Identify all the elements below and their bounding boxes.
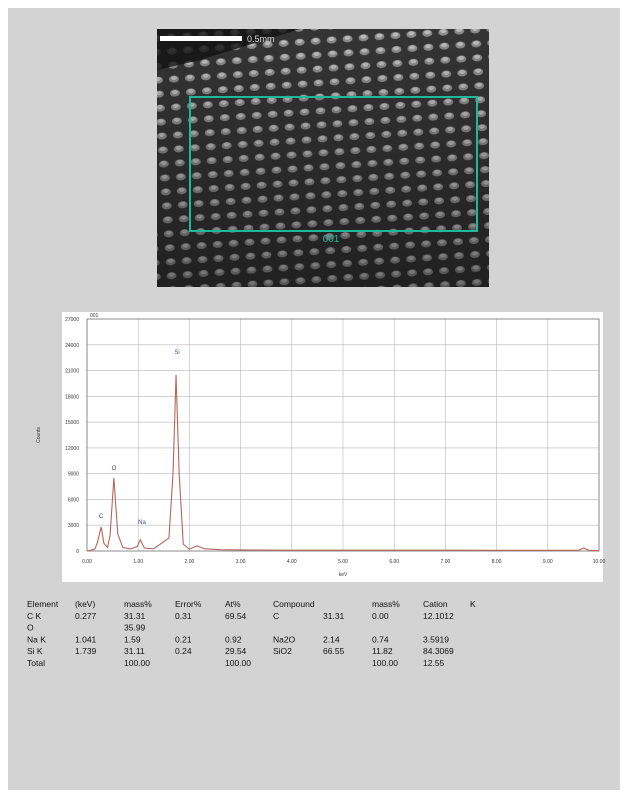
y-tick-label: 0 (76, 549, 79, 555)
table-header: mass% (124, 599, 152, 609)
x-axis-label: keV (339, 572, 348, 578)
table-cell: 0.74 (372, 634, 389, 644)
micrograph-shade (157, 29, 489, 287)
table-cell: 2.14 (323, 634, 340, 644)
spectrum-chart: 001 Counts keV 0 3000 6000 9000 12000 15000 18… (36, 312, 605, 582)
table-cell: O (27, 623, 34, 633)
y-tick-label: 12000 (65, 446, 79, 452)
y-tick-label: 6000 (68, 497, 79, 503)
table-cell: 1.041 (75, 634, 97, 644)
table-cell: 0.21 (175, 634, 192, 644)
table-header: mass% (372, 599, 400, 609)
x-tick-label: 4.00 (287, 559, 297, 565)
y-tick-label: 21000 (65, 369, 79, 375)
table-cell: 0.92 (225, 634, 242, 644)
table-cell: 29.54 (225, 646, 247, 656)
peak-label: Si (174, 350, 179, 356)
table-header: K (470, 599, 476, 609)
y-tick-label: 9000 (68, 472, 79, 478)
table-cell: 31.31 (124, 611, 146, 621)
table-header: At% (225, 599, 241, 609)
table-cell: 11.82 (372, 646, 393, 656)
spectrum-label: 001 (90, 313, 99, 319)
table-cell: 100.00 (372, 658, 398, 668)
sem-image: 0.5mm 001 (157, 29, 489, 287)
y-tick-label: 15000 (65, 420, 79, 426)
table-cell: 1.739 (75, 646, 97, 656)
x-tick-label: 3.00 (236, 559, 246, 565)
table-cell: 0.24 (175, 646, 192, 656)
table-cell: Na2O (273, 634, 296, 644)
peak-label: C (99, 514, 104, 520)
table-cell: 84.3069 (423, 646, 454, 656)
table-cell: 31.31 (323, 611, 345, 621)
region-label: 001 (323, 234, 340, 245)
scale-label: 0.5mm (247, 34, 275, 44)
table-cell: Na K (27, 634, 46, 644)
table-cell: Total (27, 658, 45, 668)
table-cell: 3.5919 (423, 634, 449, 644)
x-tick-label: 7.00 (441, 559, 451, 565)
table-cell: SiO2 (273, 646, 292, 656)
x-tick-label: 8.00 (492, 559, 502, 565)
page: 0.5mm 001 001 Counts keV 0 3000 6000 9000 12… (0, 0, 629, 798)
peak-label: O (112, 466, 117, 472)
table-cell: 69.54 (225, 611, 247, 621)
y-axis-label: Counts (36, 427, 42, 443)
x-tick-label: 10.00 (593, 559, 606, 565)
table-cell: C (273, 611, 279, 621)
table-cell: 100.00 (225, 658, 251, 668)
table-cell: 12.55 (423, 658, 445, 668)
x-tick-label: 0.00 (82, 559, 92, 565)
table-cell: 12.1012 (423, 611, 454, 621)
table-cell: Si K (27, 646, 43, 656)
table-cell: 35.99 (124, 623, 146, 633)
y-tick-label: 3000 (68, 523, 79, 529)
y-tick-label: 18000 (65, 394, 79, 400)
table-cell: 0.31 (175, 611, 192, 621)
table-header: Error% (175, 599, 202, 609)
table-cell: 100.00 (124, 658, 150, 668)
table-header: Compound (273, 599, 315, 609)
y-tick-label: 27000 (65, 317, 79, 323)
x-tick-label: 1.00 (133, 559, 143, 565)
scale-bar (160, 36, 242, 41)
chart-background (62, 312, 603, 582)
table-cell: 0.00 (372, 611, 389, 621)
x-tick-label: 6.00 (389, 559, 399, 565)
table-cell: C K (27, 611, 42, 621)
x-tick-label: 2.00 (185, 559, 195, 565)
table-cell: 0.277 (75, 611, 97, 621)
table-header: (keV) (75, 599, 95, 609)
table-cell: 31.11 (124, 646, 145, 656)
y-tick-label: 24000 (65, 343, 79, 349)
table-header: Element (27, 599, 59, 609)
x-tick-label: 9.00 (543, 559, 553, 565)
peak-label: Na (138, 520, 146, 526)
table-header: Cation (423, 599, 448, 609)
x-tick-label: 5.00 (338, 559, 348, 565)
table-cell: 66.55 (323, 646, 345, 656)
table-cell: 1.59 (124, 634, 141, 644)
